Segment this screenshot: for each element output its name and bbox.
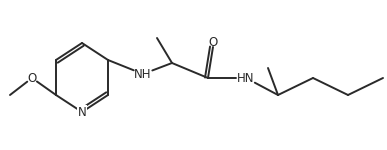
- Text: O: O: [208, 36, 217, 48]
- Text: NH: NH: [134, 68, 152, 81]
- Text: O: O: [27, 72, 37, 84]
- Text: N: N: [78, 105, 86, 118]
- Text: HN: HN: [237, 72, 255, 84]
